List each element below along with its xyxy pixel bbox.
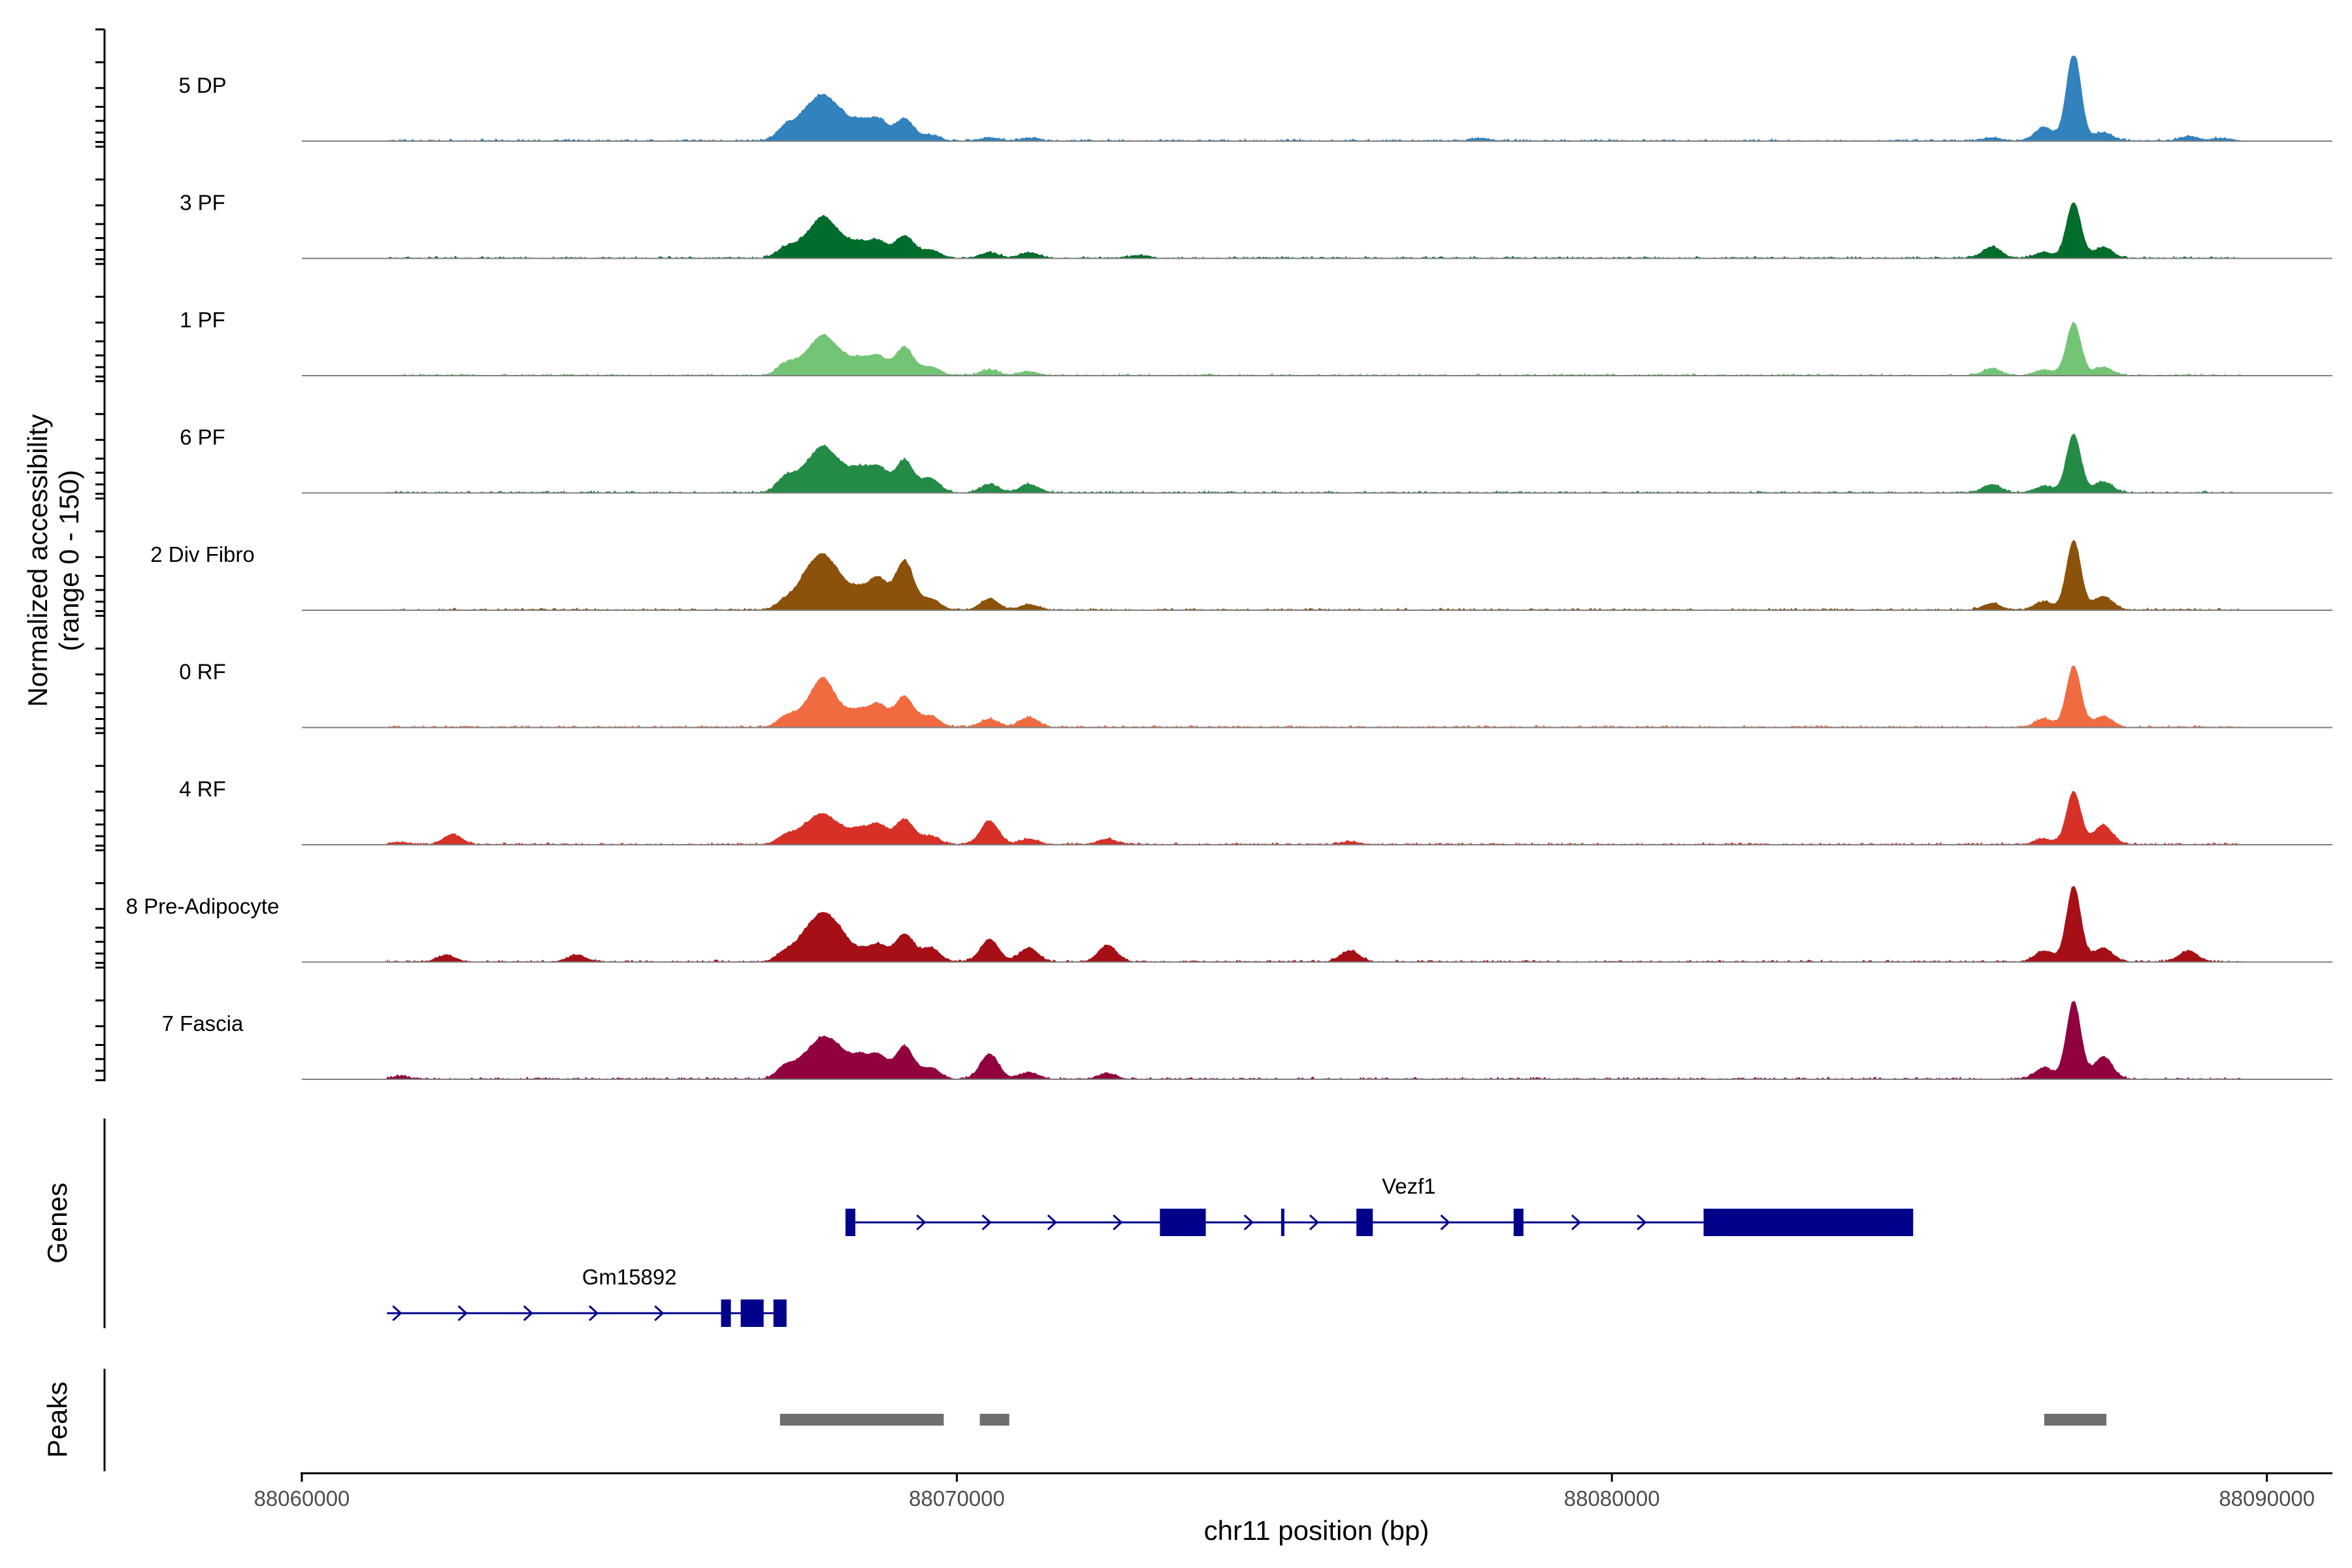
strand-arrow	[457, 1305, 468, 1322]
strand-arrow	[654, 1305, 664, 1322]
strand-arrow	[523, 1305, 534, 1322]
track-label-0-rf: 0 RF	[179, 660, 226, 684]
track-label-4-rf: 4 RF	[179, 777, 226, 801]
strand-arrow	[589, 1305, 599, 1322]
gene-gm15892: Gm15892	[387, 1265, 787, 1327]
x-axis-ticks: 88060000 88070000 88080000 88090000	[254, 1473, 2315, 1511]
track-3-pf: 3 PF	[180, 191, 2332, 259]
gene-exon	[1281, 1209, 1284, 1236]
track-7-fascia: 7 Fascia	[162, 1000, 2332, 1080]
track-5-dp: 5 DP	[178, 55, 2332, 142]
y-axis-title-line-2: (range 0 - 150)	[54, 470, 84, 651]
genes-track: Vezf1 Gm15892	[387, 1174, 1914, 1327]
gene-exon	[740, 1299, 764, 1327]
gene-exon	[1513, 1209, 1524, 1236]
x-axis-title: chr11 position (bp)	[1204, 1515, 1429, 1546]
peak-region	[2044, 1414, 2107, 1426]
track-label-8-pre-adipocyte: 8 Pre-Adipocyte	[126, 894, 280, 919]
strand-arrow	[1571, 1214, 1582, 1231]
track-label-1-pf: 1 PF	[180, 308, 225, 332]
x-tick-label: 88090000	[2219, 1486, 2315, 1511]
track-label-6-pf: 6 PF	[180, 425, 225, 449]
strand-arrow	[1113, 1214, 1123, 1231]
gene-label-gm15892: Gm15892	[582, 1265, 677, 1289]
strand-arrow	[1309, 1214, 1320, 1231]
strand-arrow	[392, 1305, 402, 1322]
track-0-rf: 0 RF	[179, 660, 2332, 728]
strand-arrow	[1637, 1214, 1647, 1231]
track-label-2-div-fibro: 2 Div Fibro	[150, 542, 255, 566]
x-tick-label: 88080000	[1564, 1486, 1660, 1511]
track-8-pre-adipocyte: 8 Pre-Adipocyte	[126, 886, 2332, 963]
gene-exon	[721, 1299, 731, 1327]
strand-arrow	[981, 1214, 992, 1231]
track-2-div-fibro: 2 Div Fibro	[150, 540, 2332, 611]
x-tick-label: 88070000	[909, 1486, 1005, 1511]
track-label-5-dp: 5 DP	[178, 73, 226, 97]
track-1-pf: 1 PF	[180, 308, 2332, 376]
track-4-rf: 4 RF	[179, 777, 2332, 845]
peaks-track	[779, 1414, 2107, 1426]
strand-arrow	[916, 1214, 926, 1231]
gene-label-vezf1: Vezf1	[1382, 1174, 1436, 1198]
track-label-7-fascia: 7 Fascia	[162, 1011, 244, 1036]
strand-arrow	[1440, 1214, 1450, 1231]
track-label-3-pf: 3 PF	[180, 191, 225, 215]
y-axis-title-line-1: Normalized accessibility	[22, 414, 53, 707]
track-6-pf: 6 PF	[180, 425, 2332, 494]
strand-arrow	[1243, 1214, 1254, 1231]
y-axis-title: Normalized accessibility (range 0 - 150)	[22, 414, 84, 707]
peak-region	[979, 1414, 1009, 1426]
peak-region	[779, 1414, 944, 1426]
gene-exon	[1356, 1209, 1373, 1236]
strand-arrow	[1047, 1214, 1058, 1231]
gene-vezf1: Vezf1	[845, 1174, 1914, 1236]
gene-exon	[1703, 1209, 1914, 1236]
coverage-y-axis-ticks	[95, 28, 105, 1081]
x-tick-label: 88060000	[254, 1486, 350, 1511]
gene-exon	[773, 1299, 787, 1327]
coverage-tracks: 5 DP 3 PF 1 PF 6 PF 2 Div Fibro 0 RF 4 RF 8 Pre…	[126, 55, 2332, 1080]
gene-exon	[845, 1209, 856, 1236]
genes-panel-title: Genes	[42, 1183, 73, 1264]
peaks-panel-title: Peaks	[42, 1382, 73, 1458]
gene-exon	[1160, 1209, 1206, 1236]
